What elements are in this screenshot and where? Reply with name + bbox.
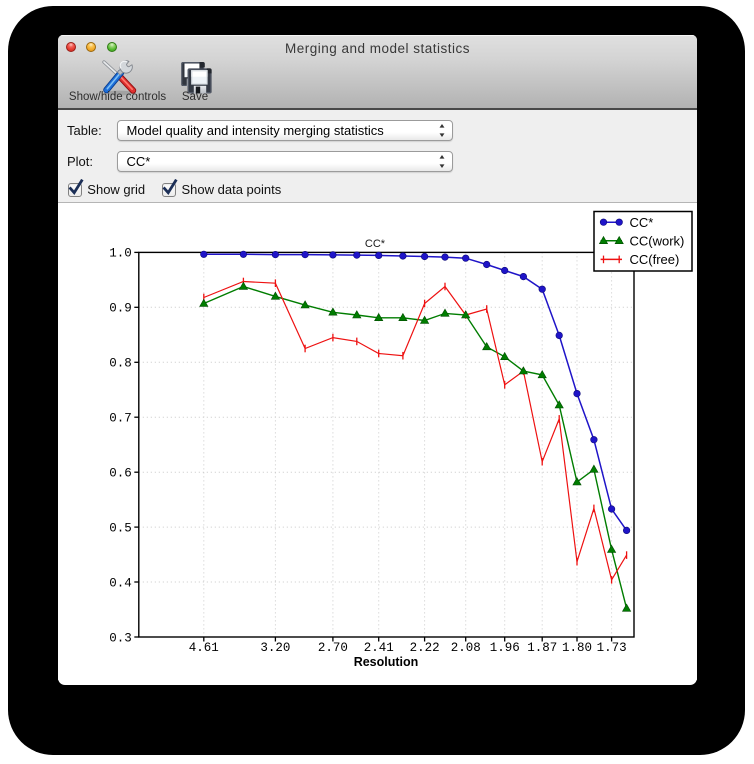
svg-text:1.73: 1.73 — [597, 641, 627, 655]
svg-text:2.41: 2.41 — [364, 641, 394, 655]
svg-text:0.8: 0.8 — [109, 357, 132, 371]
svg-text:0.9: 0.9 — [109, 302, 132, 316]
svg-text:Resolution: Resolution — [354, 655, 419, 669]
svg-text:CC*: CC* — [630, 215, 654, 230]
svg-text:1.87: 1.87 — [527, 641, 557, 655]
svg-text:2.22: 2.22 — [410, 641, 440, 655]
svg-text:2.70: 2.70 — [318, 641, 348, 655]
svg-text:4.61: 4.61 — [189, 641, 219, 655]
svg-text:CC*: CC* — [365, 238, 386, 250]
svg-text:CC(work): CC(work) — [630, 233, 685, 248]
svg-text:0.5: 0.5 — [109, 521, 132, 535]
svg-text:3.20: 3.20 — [260, 641, 290, 655]
svg-text:0.3: 0.3 — [109, 631, 132, 645]
svg-text:0.4: 0.4 — [109, 576, 132, 590]
svg-text:0.6: 0.6 — [109, 467, 132, 481]
svg-text:2.08: 2.08 — [451, 641, 481, 655]
svg-text:1.0: 1.0 — [109, 247, 132, 261]
svg-text:CC(free): CC(free) — [630, 252, 680, 267]
svg-text:1.80: 1.80 — [562, 641, 592, 655]
svg-text:0.7: 0.7 — [109, 412, 132, 426]
svg-text:1.96: 1.96 — [490, 641, 520, 655]
